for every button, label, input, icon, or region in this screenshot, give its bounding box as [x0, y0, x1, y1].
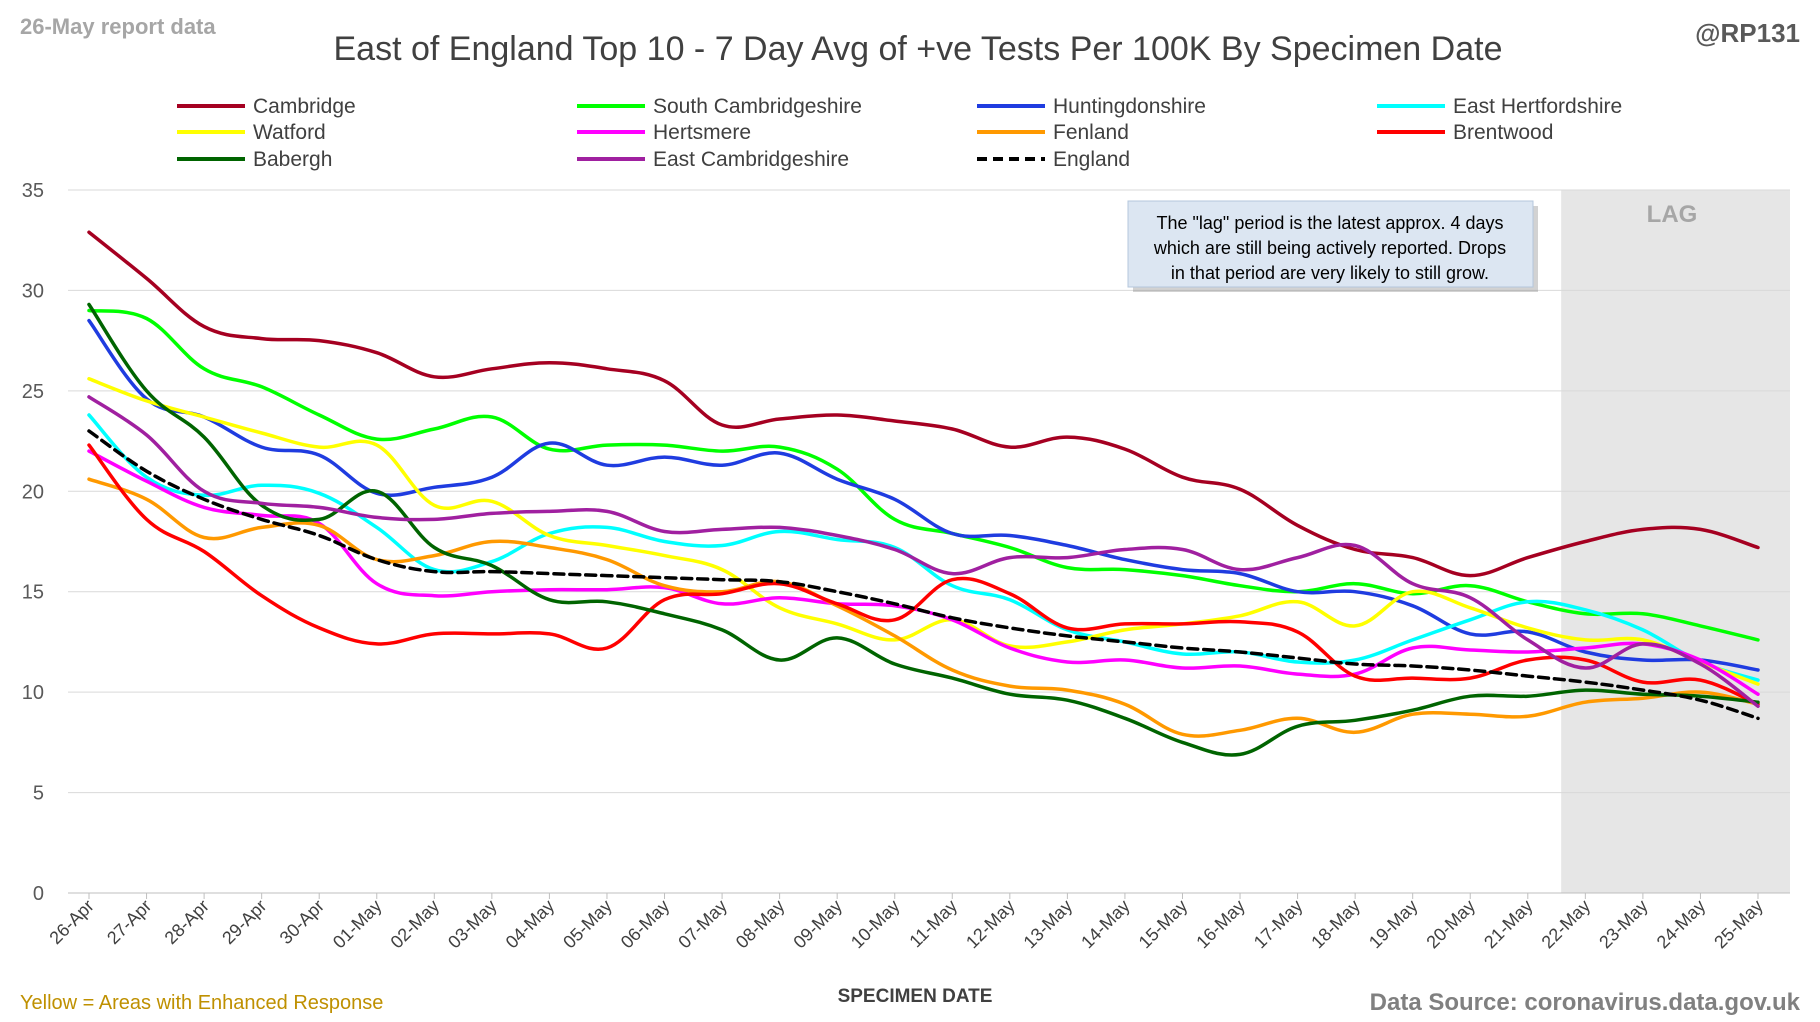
report-label: 26-May report data — [20, 14, 216, 39]
y-tick-label: 0 — [33, 883, 44, 905]
series-line-england — [87, 429, 1760, 721]
y-axis: 0 5 10 15 20 25 30 35 — [22, 180, 44, 905]
y-tick-label: 25 — [22, 381, 44, 403]
gridlines — [68, 189, 1790, 894]
y-tick-label: 10 — [22, 682, 44, 704]
legend-label: Huntingdonshire — [1053, 95, 1206, 118]
legend-label: England — [1053, 148, 1130, 171]
legend-item-east-hertfordshire: East Hertfordshire — [1377, 95, 1622, 118]
chart-title: East of England Top 10 - 7 Day Avg of +v… — [334, 30, 1503, 68]
y-tick-label: 30 — [22, 280, 44, 302]
lag-label: LAG — [1647, 201, 1698, 228]
lag-note-line-3: in that period are very likely to still … — [1171, 263, 1489, 283]
y-tick-label: 20 — [22, 481, 44, 503]
series-line-babergh — [87, 302, 1760, 757]
twitter-handle: @RP131 — [1695, 18, 1800, 48]
legend-label: East Cambridgeshire — [653, 148, 849, 171]
legend-item-huntingdonshire: Huntingdonshire — [977, 95, 1206, 118]
legend-item-england: England — [977, 148, 1130, 171]
series-line-watford — [87, 377, 1760, 686]
lag-region: LAG — [1647, 201, 1698, 228]
series-line-east-cambridgeshire — [87, 395, 1760, 708]
series-line-brentwood — [87, 443, 1760, 706]
plot-area — [1561, 190, 1790, 893]
legend-item-brentwood: Brentwood — [1377, 121, 1553, 144]
lag-note-line-2: which are still being actively reported.… — [1153, 238, 1506, 258]
y-tick-label: 5 — [33, 783, 44, 805]
legend-item-fenland: Fenland — [977, 121, 1129, 144]
legend-label: Brentwood — [1453, 121, 1553, 144]
x-axis-title: SPECIMEN DATE — [838, 986, 993, 1007]
lag-shading — [1561, 190, 1790, 893]
series-line-huntingdonshire — [87, 318, 1760, 672]
enhanced-response-note: Yellow = Areas with Enhanced Response — [20, 992, 383, 1014]
legend-label: Hertsmere — [653, 121, 751, 144]
legend-label: Babergh — [253, 148, 332, 171]
legend-item-watford: Watford — [177, 121, 326, 144]
legend-item-babergh: Babergh — [177, 148, 332, 171]
lag-note-box: The "lag" period is the latest approx. 4… — [1127, 200, 1538, 292]
legend-item-east-cambridgeshire: East Cambridgeshire — [577, 148, 849, 171]
data-source: Data Source: coronavirus.data.gov.uk — [1370, 989, 1801, 1016]
legend-label: Cambridge — [253, 95, 356, 118]
legend-label: East Hertfordshire — [1453, 95, 1622, 118]
series-lines — [87, 230, 1760, 757]
legend-label: Fenland — [1053, 121, 1129, 144]
legend-item-south-cambridgeshire: South Cambridgeshire — [577, 95, 862, 118]
legend-label: South Cambridgeshire — [653, 95, 862, 118]
lag-note-line-1: The "lag" period is the latest approx. 4… — [1157, 213, 1504, 233]
y-tick-label: 15 — [22, 582, 44, 604]
legend-label: Watford — [253, 121, 326, 144]
legend: Cambridge South Cambridgeshire Huntingdons… — [177, 95, 1622, 171]
series-line-south-cambridgeshire — [87, 308, 1760, 642]
legend-item-hertsmere: Hertsmere — [577, 121, 751, 144]
legend-item-cambridge: Cambridge — [177, 95, 356, 118]
y-tick-label: 35 — [22, 180, 44, 202]
series-line-cambridge — [87, 230, 1760, 578]
